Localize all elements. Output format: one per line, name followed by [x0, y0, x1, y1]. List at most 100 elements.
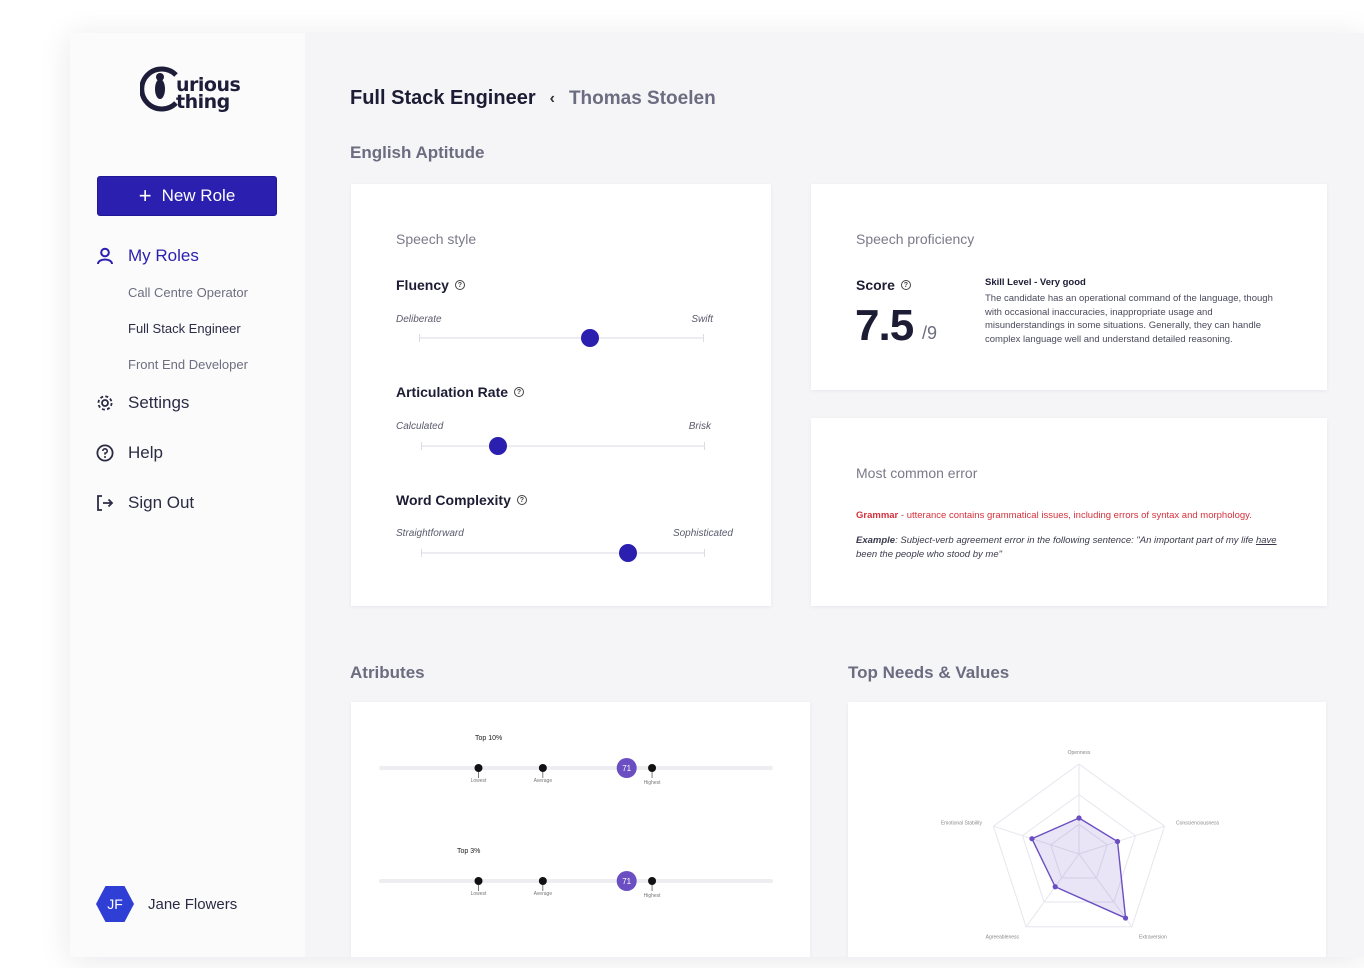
new-role-button[interactable]: + New Role	[97, 176, 277, 216]
score-title: Score ?	[856, 277, 911, 293]
word-complexity-title: Word Complexity ?	[396, 492, 527, 508]
attribute-lowest-label: Lowest	[471, 778, 487, 784]
nav-settings-label: Settings	[128, 393, 190, 412]
role-item-call-centre[interactable]: Call Centre Operator	[128, 285, 248, 300]
app-window: urious thing + New Role My Roles Call Ce…	[70, 33, 1364, 957]
needs-values-title: Top Needs & Values	[848, 663, 1010, 682]
needs-values-card: Openness Conscienciousness Extraversion Agr…	[848, 702, 1326, 957]
logo-text-1: urious	[176, 74, 241, 96]
track-end-tick	[704, 549, 705, 557]
role-item-front-end[interactable]: Front End Developer	[128, 357, 248, 372]
radar-axis-label: Emotional Stability	[941, 820, 983, 826]
attribute-lowest-label: Lowest	[471, 891, 487, 897]
word-complexity-name: Word Complexity	[396, 492, 511, 508]
articulation-slider-thumb[interactable]	[488, 437, 507, 455]
attribute-score-label: 71	[622, 764, 631, 773]
attribute-lowest-dot	[474, 877, 483, 885]
radar-axis-label: Conscienciousness	[1176, 820, 1220, 826]
breadcrumb-role[interactable]: Full Stack Engineer	[350, 87, 536, 109]
track-end-tick	[703, 334, 704, 342]
attribute-average-label: Average	[534, 778, 553, 784]
radar-value-point	[1114, 838, 1121, 845]
info-icon[interactable]: ?	[516, 495, 527, 505]
plus-icon: +	[138, 183, 152, 208]
speech-proficiency-label: Speech proficiency	[856, 231, 975, 247]
breadcrumb-candidate: Thomas Stoelen	[568, 87, 716, 109]
nav-sign-out[interactable]: Sign Out	[96, 493, 194, 513]
radar-value-area	[1030, 817, 1127, 920]
common-error-label: Most common error	[856, 465, 978, 481]
common-error-card: Most common error Grammar - utterance co…	[811, 418, 1327, 606]
nav-sign-out-label: Sign Out	[128, 493, 195, 512]
nav-my-roles-label: My Roles	[128, 246, 199, 265]
avatar: JF	[96, 886, 134, 922]
fluency-slider-thumb[interactable]	[581, 329, 599, 347]
attribute-tag: Top 10%	[475, 735, 502, 742]
score-value: 7.5	[855, 301, 914, 350]
articulation-left-label: Calculated	[396, 421, 444, 432]
speech-proficiency-card: Speech proficiency Score ? 7.5 /9 Skill …	[811, 184, 1327, 390]
radar-grid-ring	[1050, 823, 1108, 879]
attribute-score-dot	[616, 758, 637, 778]
sidebar: urious thing + New Role My Roles Call Ce…	[70, 33, 305, 957]
radar-value-point	[1122, 915, 1129, 921]
attribute-highest-label: Highest	[644, 893, 662, 899]
sign-out-icon	[97, 495, 114, 511]
radar-grid-ring	[992, 763, 1166, 928]
attributes-card: Lowest Average Highest 71 Top 10% Lowest Avera…	[351, 702, 810, 957]
speech-style-label: Speech style	[396, 231, 477, 247]
track-start-tick	[421, 549, 422, 557]
complexity-slider[interactable]	[421, 544, 705, 562]
fluency-right-label: Swift	[691, 314, 713, 325]
user-name: Jane Flowers	[148, 895, 238, 913]
track-start-tick	[419, 334, 420, 342]
attribute-score-label: 71	[622, 877, 631, 886]
user-icon	[97, 247, 113, 265]
new-role-label: New Role	[161, 186, 236, 205]
articulation-slider[interactable]	[421, 437, 705, 455]
fluency-left-label: Deliberate	[396, 314, 442, 325]
info-icon[interactable]: ?	[454, 280, 465, 290]
help-icon	[96, 444, 114, 462]
radar-axis-label: Extraversion	[1139, 935, 1167, 941]
error-type: Grammar	[856, 510, 899, 521]
info-icon[interactable]: ?	[514, 387, 525, 397]
role-item-full-stack[interactable]: Full Stack Engineer	[128, 321, 241, 336]
radar-axis-line	[993, 825, 1080, 855]
radar-axis-line	[1078, 825, 1165, 855]
attribute-average-label: Average	[534, 891, 553, 897]
example-emphasis: have	[1255, 535, 1277, 546]
curious-thing-logo[interactable]: urious thing	[139, 63, 241, 113]
score-label: Score	[856, 277, 895, 293]
logo-text-2: thing	[176, 91, 230, 113]
complexity-right-label: Sophisticated	[672, 528, 733, 539]
error-type-desc: - utterance contains grammatical issues,…	[898, 510, 1252, 521]
logo-c-icon	[139, 66, 178, 112]
complexity-slider-thumb[interactable]	[619, 544, 638, 562]
skill-description: The candidate has an operational command…	[985, 293, 1273, 345]
info-icon[interactable]: ?	[900, 280, 911, 290]
radar-axis-label: Agreeableness	[986, 935, 1020, 941]
radar-axis-line	[1025, 853, 1080, 928]
articulation-rate-title: Articulation Rate ?	[396, 384, 525, 400]
fluency-title: Fluency ?	[396, 277, 465, 293]
example-label: Example	[856, 535, 896, 546]
track-end-tick	[704, 442, 705, 450]
complexity-left-label: Straightforward	[396, 528, 464, 539]
attribute-highest-label: Highest	[644, 780, 662, 786]
nav-help[interactable]: Help	[96, 443, 163, 463]
fluency-slider[interactable]	[419, 329, 704, 347]
attributes-title: Atributes	[350, 663, 425, 682]
gear-icon	[97, 395, 113, 411]
attributes-chart: Lowest Average Highest 71 Top 10% Lowest Avera…	[379, 735, 773, 899]
nav-my-roles[interactable]: My Roles	[96, 246, 199, 266]
error-example: Example: Subject-verb agreement error in…	[856, 534, 1296, 561]
radar-axis-label: Openness	[1068, 750, 1091, 756]
user-profile[interactable]: JF Jane Flowers	[96, 886, 237, 922]
nav-settings[interactable]: Settings	[96, 393, 189, 413]
radar-axis-line	[1078, 853, 1133, 928]
attribute-average-dot	[538, 764, 547, 772]
fluency-name: Fluency	[396, 277, 449, 293]
radar-value-point	[1076, 815, 1082, 821]
nav-help-label: Help	[128, 443, 163, 462]
